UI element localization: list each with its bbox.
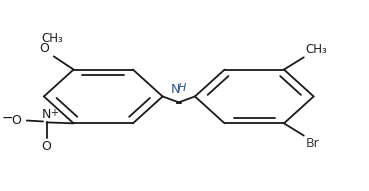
Text: N: N (42, 108, 51, 121)
Text: O: O (11, 114, 21, 127)
Text: N: N (170, 83, 180, 96)
Text: O: O (42, 140, 52, 153)
Text: H: H (178, 83, 187, 93)
Text: CH₃: CH₃ (306, 43, 327, 56)
Text: +: + (51, 108, 59, 118)
Text: Br: Br (306, 137, 319, 150)
Text: O: O (39, 42, 49, 55)
Text: −: − (1, 111, 13, 125)
Text: CH₃: CH₃ (41, 32, 63, 45)
